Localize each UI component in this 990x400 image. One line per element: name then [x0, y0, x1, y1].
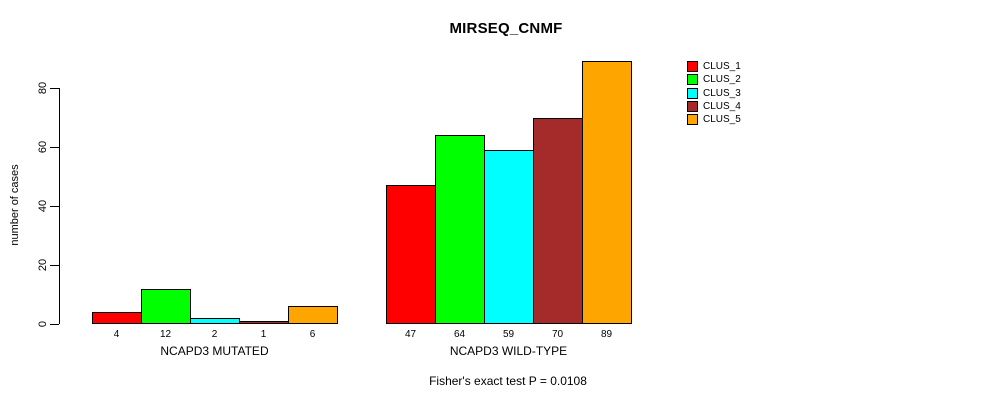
legend-item: CLUS_5 — [687, 113, 741, 126]
legend-item-label: CLUS_5 — [703, 114, 741, 126]
bar-clus-5 — [582, 61, 632, 324]
y-axis-label: number of cases — [9, 164, 21, 246]
bar-value-label: 6 — [309, 329, 316, 340]
legend-item-label: CLUS_3 — [703, 87, 741, 99]
legend-item-label: CLUS_4 — [703, 101, 741, 113]
legend-swatch — [687, 61, 698, 73]
legend-swatch — [687, 87, 698, 99]
bar-value-label: 4 — [113, 329, 120, 340]
bar-clus-2 — [141, 288, 191, 324]
legend-swatch — [687, 101, 698, 113]
chart-title: MIRSEQ_CNMF — [449, 20, 563, 37]
bar-clus-3 — [484, 149, 534, 324]
bar-value-label: 2 — [211, 329, 218, 340]
bar-value-label: 12 — [159, 329, 172, 340]
y-tick-label: 20 — [37, 258, 49, 271]
legend-item-label: CLUS_2 — [703, 74, 741, 86]
y-tick-mark — [50, 87, 59, 89]
legend-swatch — [687, 114, 698, 126]
y-tick-label: 40 — [37, 199, 49, 212]
legend-item-label: CLUS_1 — [703, 61, 741, 73]
y-tick-label: 80 — [37, 81, 49, 94]
bar-clus-2 — [435, 135, 485, 324]
legend-item: CLUS_4 — [687, 100, 741, 113]
bar-clus-1 — [92, 312, 142, 324]
y-tick-mark — [50, 323, 59, 325]
bar-clus-3 — [190, 318, 240, 324]
bar-value-label: 47 — [404, 329, 417, 340]
group-label: NCAPD3 MUTATED — [160, 344, 269, 358]
legend-item: CLUS_2 — [687, 73, 741, 86]
bar-value-label: 89 — [600, 329, 613, 340]
y-tick-mark — [50, 205, 59, 207]
bar-clus-1 — [386, 185, 436, 324]
bar-value-label: 59 — [502, 329, 515, 340]
y-tick-mark — [50, 264, 59, 266]
bar-clus-4 — [533, 117, 583, 324]
legend: CLUS_1 CLUS_2 CLUS_3 CLUS_4 CLUS_5 — [687, 60, 741, 126]
bar-value-label: 1 — [260, 329, 267, 340]
y-tick-label: 0 — [37, 320, 49, 327]
legend-item: CLUS_1 — [687, 60, 741, 73]
y-tick-label: 60 — [37, 140, 49, 153]
legend-swatch — [687, 74, 698, 86]
bar-value-label: 70 — [551, 329, 564, 340]
bar-clus-5 — [288, 306, 338, 324]
legend-item: CLUS_3 — [687, 87, 741, 100]
bar-clus-4 — [239, 321, 289, 324]
bar-value-label: 64 — [453, 329, 466, 340]
group-label: NCAPD3 WILD-TYPE — [449, 344, 568, 358]
caption: Fisher's exact test P = 0.0108 — [429, 374, 587, 388]
y-axis-line — [59, 87, 60, 324]
y-tick-mark — [50, 146, 59, 148]
